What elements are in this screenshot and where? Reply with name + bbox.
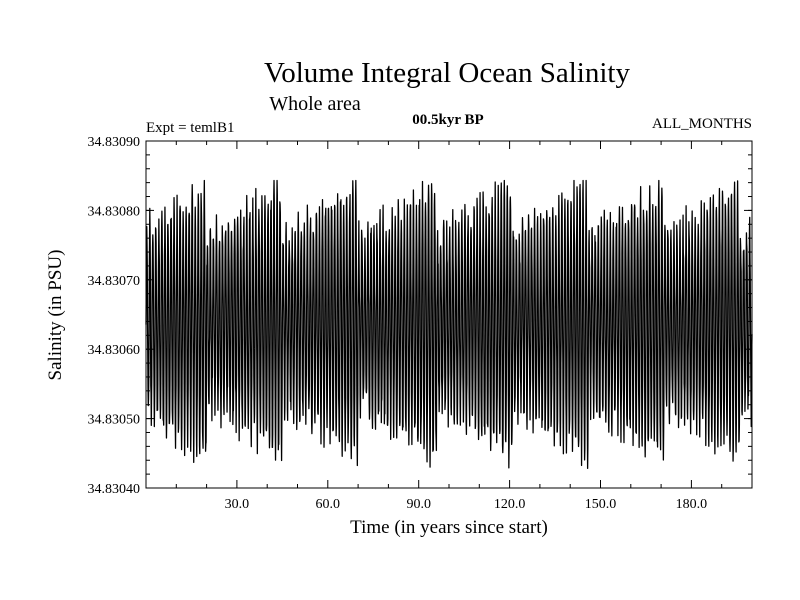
y-tick-label: 34.83040 [88, 482, 141, 497]
experiment-label: Expt = temlB1 [146, 120, 234, 136]
x-tick-label: 180.0 [676, 497, 708, 512]
x-axis-label: Time (in years since start) [350, 517, 548, 538]
months-label: ALL_MONTHS [652, 116, 752, 132]
x-tick-label: 60.0 [316, 497, 341, 512]
x-tick-label: 120.0 [494, 497, 526, 512]
x-tick-label: 90.0 [406, 497, 431, 512]
x-tick-label: 30.0 [225, 497, 250, 512]
y-axis-label: Salinity (in PSU) [45, 250, 66, 381]
y-tick-label: 34.83080 [88, 204, 141, 219]
y-tick-label: 34.83050 [88, 413, 141, 428]
x-tick-label: 150.0 [585, 497, 617, 512]
plot-area: 30.0 60.0 90.0 120.0 150.0 180.0 34.83040 34.83… [88, 135, 753, 512]
y-tick-label: 34.83090 [88, 135, 141, 150]
chart-title: Volume Integral Ocean Salinity [264, 57, 630, 89]
y-tick-label: 34.83060 [88, 343, 141, 358]
y-tick-label: 34.83070 [88, 274, 141, 289]
salinity-series-line [145, 179, 753, 470]
chart-subtitle: Whole area [269, 93, 361, 115]
period-label: 00.5kyr BP [412, 112, 483, 128]
